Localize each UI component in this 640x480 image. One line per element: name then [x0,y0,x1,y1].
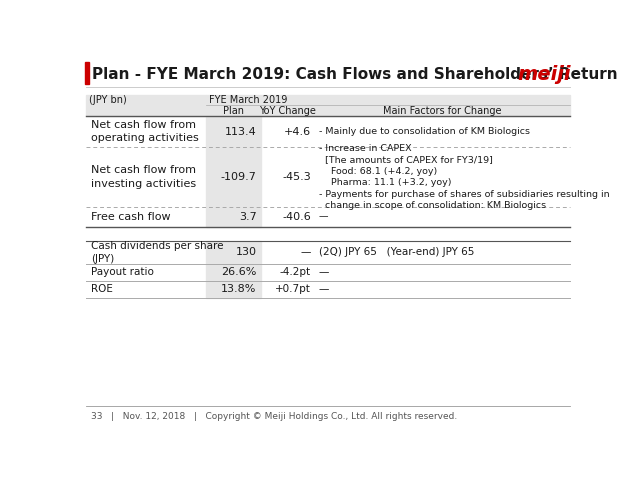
Text: Net cash flow from
operating activities: Net cash flow from operating activities [91,120,198,143]
Text: Payout ratio: Payout ratio [91,267,154,277]
Text: -45.3: -45.3 [282,172,311,182]
Bar [206,116,260,147]
Text: 113.4: 113.4 [225,127,257,136]
Bar [206,264,260,281]
Bar [206,281,260,298]
Text: - Mainly due to consolidation of KM Biologics: - Mainly due to consolidation of KM Biol… [319,127,530,136]
Text: —: — [319,213,328,221]
Text: —: — [319,267,329,277]
Text: meiji: meiji [518,65,572,84]
Bar [206,241,260,264]
Text: Main Factors for Change: Main Factors for Change [383,106,502,116]
Text: Plan - FYE March 2019: Cash Flows and Shareholders’ Return: Plan - FYE March 2019: Cash Flows and Sh… [92,67,618,82]
Text: Cash dividends per share
(JPY): Cash dividends per share (JPY) [91,241,223,264]
Bar [85,62,88,84]
Text: Plan: Plan [223,106,244,116]
Text: -40.6: -40.6 [282,212,311,222]
Bar [206,95,570,116]
Text: YoY Change: YoY Change [259,106,316,116]
Bar [206,147,260,207]
Text: Free cash flow: Free cash flow [91,212,170,222]
Text: —: — [319,284,329,294]
Text: (2Q) JPY 65   (Year-end) JPY 65: (2Q) JPY 65 (Year-end) JPY 65 [319,247,474,257]
Text: -109.7: -109.7 [221,172,257,182]
Text: ROE: ROE [91,284,113,294]
Text: - Increase in CAPEX
  [The amounts of CAPEX for FY3/19]
    Food: 68.1 (+4.2, yo: - Increase in CAPEX [The amounts of CAPE… [319,144,609,210]
Text: +4.6: +4.6 [284,127,311,136]
Text: FYE March 2019: FYE March 2019 [209,95,288,105]
Text: -4.2pt: -4.2pt [280,267,311,277]
Text: —: — [301,247,311,257]
Text: (JPY bn): (JPY bn) [90,95,127,105]
Text: 130: 130 [236,247,257,257]
Text: 26.6%: 26.6% [221,267,257,277]
Text: 33   |   Nov. 12, 2018   |   Copyright © Meiji Holdings Co., Ltd. All rights res: 33 | Nov. 12, 2018 | Copyright © Meiji H… [91,412,457,421]
Bar [206,207,260,227]
Text: Net cash flow from
investing activities: Net cash flow from investing activities [91,165,196,189]
Text: +0.7pt: +0.7pt [275,284,311,294]
Text: 13.8%: 13.8% [221,284,257,294]
Text: 3.7: 3.7 [239,212,257,222]
Bar [86,95,206,116]
